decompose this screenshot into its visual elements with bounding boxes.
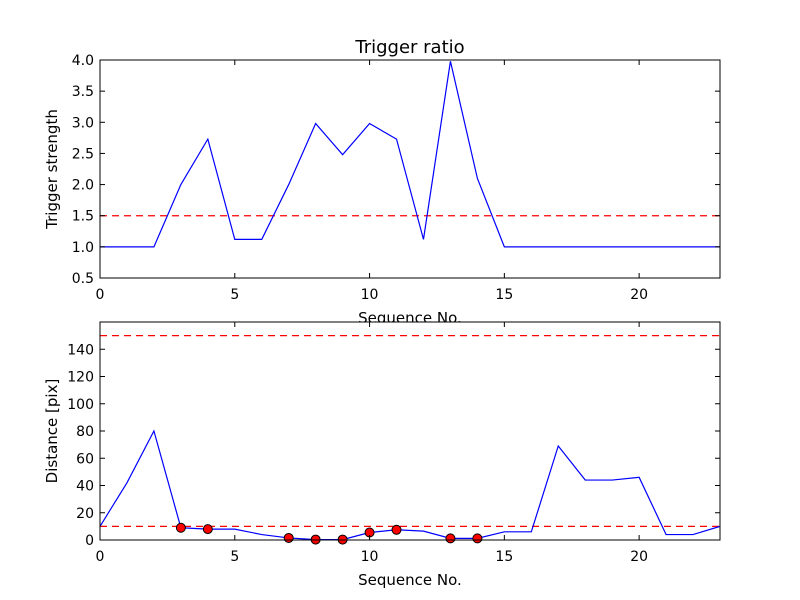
chart-1-y-tick-label-8: 4.0 — [72, 53, 94, 69]
chart-2-plot-area — [100, 322, 720, 540]
chart-1-y-tick-label-6: 3.0 — [72, 115, 94, 131]
chart-2-y-tick-label-8: 140 — [67, 342, 94, 358]
chart-2-x-tick-label-1: 0 — [96, 549, 105, 565]
chart-1-y-tick-label-4: 2.0 — [72, 178, 94, 194]
chart-2-marker-9 — [472, 533, 483, 544]
chart-2-y-tick-label-2: 20 — [76, 506, 94, 522]
chart-1-axes-frame — [99, 59, 721, 279]
chart-2-y-tick-label-5: 80 — [76, 424, 94, 440]
chart-1-y-axis-label: Trigger strength — [43, 109, 61, 230]
chart-2-x-tick-label-5: 20 — [630, 549, 648, 565]
chart-2-y-tick-label-4: 60 — [76, 451, 94, 467]
chart-1-title: Trigger ratio — [354, 37, 464, 58]
chart-2-y-tick-label-6: 100 — [67, 397, 94, 413]
chart-1-y-tick-label-3: 1.5 — [72, 209, 94, 225]
chart-1: 0 5 10 15 200.51.01.52.02.53.03.54.0Sequence… — [43, 37, 721, 327]
chart-2-marker-7 — [391, 524, 402, 535]
chart-1-y-tick-label-1: 0.5 — [72, 271, 94, 287]
chart-2-marker-3 — [283, 532, 294, 543]
chart-1-x-tick-label-5: 20 — [630, 287, 648, 303]
chart-2-x-tick-label-4: 15 — [495, 549, 513, 565]
chart-2-x-tick-label-2: 5 — [230, 549, 239, 565]
chart-2-x-axis-label: Sequence No. — [358, 571, 462, 589]
chart-2-marker-2 — [202, 524, 213, 535]
chart-2-y-tick-label-3: 40 — [76, 479, 94, 495]
chart-2: 0 5 10 15 20 0 20 40 60 80 100 120 140 Sequence No. Di… — [43, 321, 721, 589]
chart-2-x-tick-label-3: 10 — [361, 549, 379, 565]
chart-1-x-tick-label-3: 10 — [361, 287, 379, 303]
chart-2-y-axis-label: Distance [pix] — [43, 379, 61, 484]
chart-2-y-tick-label-7: 120 — [67, 370, 94, 386]
chart-1-x-tick-label-1: 0 — [96, 287, 105, 303]
chart-1-y-tick-label-5: 2.5 — [72, 146, 94, 162]
chart-1-x-tick-label-2: 5 — [230, 287, 239, 303]
chart-2-marker-1 — [175, 522, 186, 533]
chart-2-marker-8 — [445, 533, 456, 544]
chart-2-y-tick-label-1: 0 — [85, 533, 94, 549]
chart-1-plot-area — [100, 60, 720, 278]
chart-1-y-tick-label-2: 1.0 — [72, 240, 94, 256]
chart-1-x-tick-label-4: 15 — [495, 287, 513, 303]
chart-1-series-line-1 — [100, 61, 720, 248]
chart-1-y-tick-label-7: 3.5 — [72, 84, 94, 100]
